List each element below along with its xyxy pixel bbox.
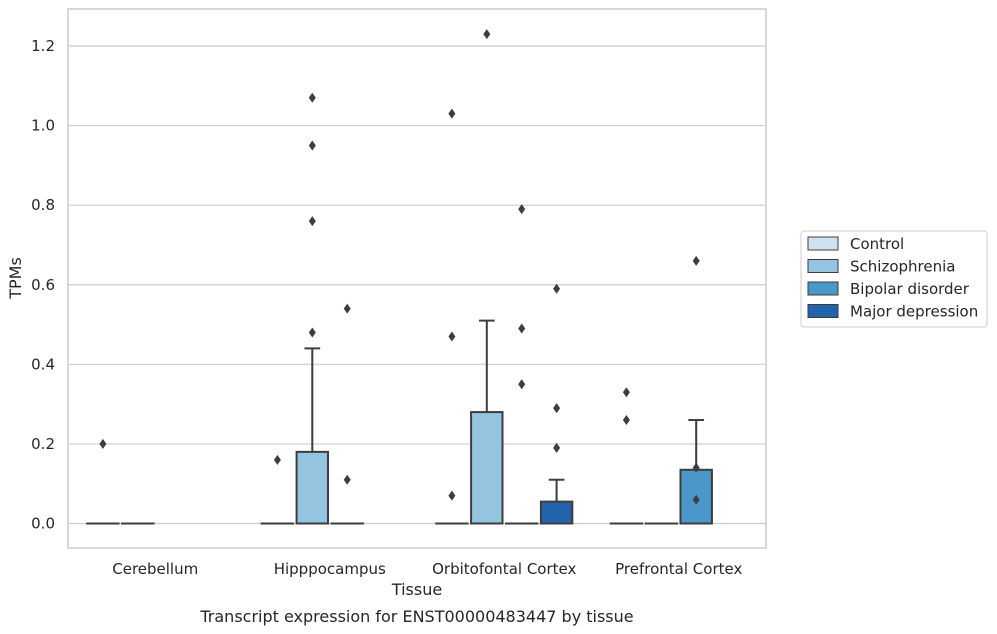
box-schizophrenia bbox=[295, 92, 330, 525]
outlier-point bbox=[692, 255, 700, 266]
outlier-point bbox=[692, 494, 700, 505]
x-tick-label: Cerebellum bbox=[112, 560, 198, 578]
x-tick-label: Prefrontal Cortex bbox=[615, 560, 742, 578]
y-tick-label: 0.4 bbox=[31, 355, 55, 373]
y-axis-ticks: 0.0 0.2 0.4 0.6 0.8 1.0 1.2 bbox=[31, 37, 55, 533]
outlier-point bbox=[553, 403, 561, 414]
legend-label: Control bbox=[850, 235, 904, 253]
y-tick-label: 0.6 bbox=[31, 276, 55, 294]
box-body bbox=[539, 500, 574, 525]
box-body bbox=[295, 450, 330, 525]
outlier-point bbox=[308, 92, 316, 103]
outlier-point bbox=[483, 29, 491, 40]
outlier-point bbox=[518, 204, 526, 215]
y-tick-label: 0.8 bbox=[31, 196, 55, 214]
legend-label: Bipolar disorder bbox=[850, 280, 970, 298]
x-tick-label: Hipppocampus bbox=[274, 560, 386, 578]
box-control bbox=[86, 438, 120, 525]
outlier-point bbox=[343, 303, 351, 314]
outlier-point bbox=[99, 438, 107, 449]
legend-label: Major depression bbox=[850, 303, 978, 321]
box-body bbox=[470, 411, 504, 525]
grid-lines bbox=[68, 45, 766, 525]
x-tick-label: Orbitofontal Cortex bbox=[432, 560, 576, 578]
box-schizophrenia bbox=[470, 29, 504, 525]
outlier-point bbox=[518, 323, 526, 334]
outlier-point bbox=[622, 415, 630, 426]
box-control bbox=[260, 454, 295, 525]
box-series bbox=[86, 29, 713, 525]
box-control bbox=[435, 108, 469, 525]
legend-frame bbox=[800, 230, 988, 328]
outlier-point bbox=[448, 108, 456, 119]
outlier-point bbox=[518, 379, 526, 390]
legend-swatch bbox=[807, 304, 839, 318]
y-tick-label: 1.2 bbox=[31, 37, 55, 55]
figure-caption: Transcript expression for ENST0000048344… bbox=[199, 607, 633, 626]
y-axis-title: TPMs bbox=[6, 257, 25, 300]
outlier-point bbox=[273, 454, 281, 465]
outlier-point bbox=[308, 327, 316, 338]
y-tick-label: 0.0 bbox=[31, 515, 55, 533]
legend-label: Schizophrenia bbox=[850, 258, 955, 276]
outlier-point bbox=[622, 387, 630, 398]
y-tick-label: 1.0 bbox=[31, 117, 55, 135]
outlier-point bbox=[343, 474, 351, 485]
outlier-point bbox=[553, 283, 561, 294]
legend-swatch bbox=[807, 281, 839, 296]
outlier-point bbox=[553, 442, 561, 453]
box-bipolar-disorder bbox=[330, 303, 364, 525]
box-major-depression bbox=[539, 283, 574, 525]
legend-swatch bbox=[807, 259, 839, 273]
plot-area-frame bbox=[67, 8, 767, 549]
y-tick-label: 0.2 bbox=[31, 435, 55, 453]
outlier-point bbox=[308, 140, 316, 151]
legend-swatch bbox=[807, 236, 839, 251]
box-bipolar-disorder bbox=[504, 204, 539, 525]
box-control bbox=[609, 387, 644, 525]
outlier-point bbox=[308, 216, 316, 227]
x-axis-title: Tissue bbox=[391, 580, 442, 599]
outlier-point bbox=[448, 490, 456, 501]
x-axis-ticks: Cerebellum Hipppocampus Orbitofontal Corte… bbox=[112, 560, 742, 578]
legend: Control Schizophrenia Bipolar disorder Majo… bbox=[800, 230, 988, 328]
outlier-point bbox=[448, 331, 456, 342]
box-bipolar-disorder bbox=[679, 255, 713, 525]
outlier-point bbox=[692, 462, 700, 473]
